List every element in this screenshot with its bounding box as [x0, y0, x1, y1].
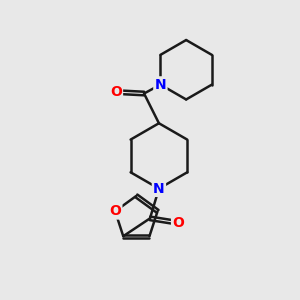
Text: O: O [110, 85, 122, 99]
Text: N: N [153, 182, 165, 196]
Text: O: O [172, 216, 184, 230]
Text: N: N [154, 78, 166, 92]
Text: O: O [109, 204, 121, 218]
